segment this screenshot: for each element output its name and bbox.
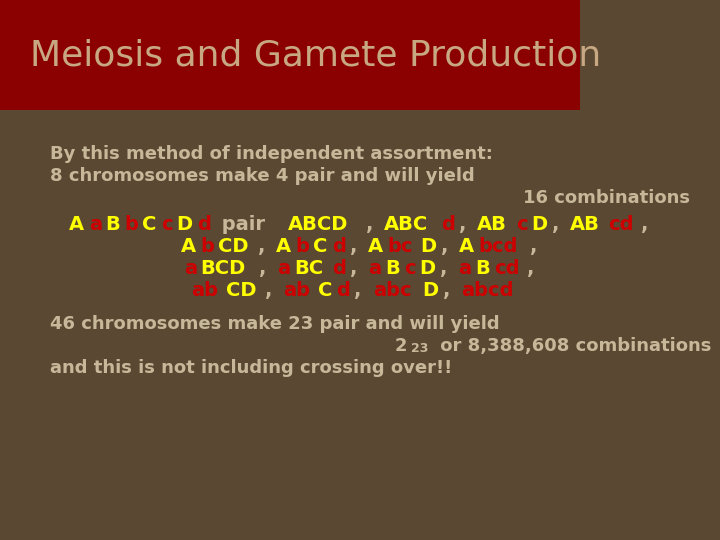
Text: A: A — [276, 237, 291, 256]
Text: a: a — [277, 259, 290, 278]
Text: ABC: ABC — [384, 215, 428, 234]
Text: B: B — [474, 259, 490, 278]
Text: ab: ab — [283, 281, 310, 300]
Text: D: D — [419, 259, 435, 278]
Text: ,: , — [259, 259, 273, 278]
Text: Meiosis and Gamete Production: Meiosis and Gamete Production — [30, 38, 601, 72]
Text: c: c — [404, 259, 415, 278]
Text: d: d — [441, 215, 455, 234]
Text: ,: , — [366, 215, 380, 234]
Text: C: C — [318, 281, 333, 300]
Text: A: A — [459, 237, 474, 256]
Text: abcd: abcd — [462, 281, 514, 300]
Text: CD: CD — [218, 237, 248, 256]
Text: ,: , — [530, 237, 537, 256]
Text: d: d — [332, 237, 346, 256]
Text: A: A — [368, 237, 383, 256]
Text: D: D — [176, 215, 192, 234]
Text: By this method of independent assortment:: By this method of independent assortment… — [50, 145, 493, 163]
Text: abc: abc — [373, 281, 411, 300]
Text: C: C — [313, 237, 328, 256]
Text: or 8,388,608 combinations: or 8,388,608 combinations — [433, 337, 711, 355]
Text: 8 chromosomes make 4 pair and will yield: 8 chromosomes make 4 pair and will yield — [50, 167, 474, 185]
Text: ab: ab — [191, 281, 217, 300]
Text: bc: bc — [387, 237, 413, 256]
Text: D: D — [423, 281, 438, 300]
Text: ,: , — [350, 259, 364, 278]
Text: D: D — [531, 215, 547, 234]
Text: pair: pair — [215, 215, 271, 234]
Text: ,: , — [459, 215, 473, 234]
Text: 2: 2 — [395, 337, 408, 355]
Text: C: C — [143, 215, 157, 234]
Text: AB: AB — [477, 215, 507, 234]
Text: a: a — [368, 259, 381, 278]
Text: a: a — [89, 215, 102, 234]
Text: b: b — [295, 237, 309, 256]
Text: BC: BC — [294, 259, 323, 278]
Text: A: A — [181, 237, 196, 256]
Text: 46 chromosomes make 23 pair and will yield: 46 chromosomes make 23 pair and will yie… — [50, 315, 500, 333]
Text: ,: , — [258, 237, 271, 256]
Text: ,: , — [265, 281, 279, 300]
Text: ,: , — [527, 259, 534, 278]
Text: ,: , — [441, 237, 455, 256]
Text: ,: , — [350, 237, 364, 256]
Text: cd: cd — [494, 259, 519, 278]
Text: ,: , — [440, 259, 454, 278]
Text: B: B — [106, 215, 120, 234]
Text: cd: cd — [608, 215, 634, 234]
Text: CD: CD — [225, 281, 256, 300]
Text: ,: , — [642, 215, 649, 234]
Text: d: d — [197, 215, 211, 234]
Text: AB: AB — [570, 215, 600, 234]
Text: ,: , — [444, 281, 457, 300]
Text: b: b — [125, 215, 138, 234]
Text: a: a — [184, 259, 197, 278]
Text: ,: , — [354, 281, 369, 300]
Text: B: B — [384, 259, 400, 278]
Text: d: d — [332, 259, 346, 278]
Text: c: c — [161, 215, 173, 234]
Text: D: D — [420, 237, 436, 256]
Text: ,: , — [552, 215, 566, 234]
Text: 16 combinations: 16 combinations — [523, 189, 690, 207]
Text: and this is not including crossing over!!: and this is not including crossing over!… — [50, 359, 452, 377]
Text: A: A — [69, 215, 84, 234]
Polygon shape — [0, 0, 580, 110]
Text: b: b — [200, 237, 214, 256]
Text: BCD: BCD — [201, 259, 246, 278]
Text: 23: 23 — [411, 342, 428, 355]
Text: a: a — [458, 259, 471, 278]
Text: bcd: bcd — [479, 237, 518, 256]
Text: c: c — [516, 215, 528, 234]
Text: ABCD: ABCD — [288, 215, 348, 234]
Text: d: d — [336, 281, 351, 300]
